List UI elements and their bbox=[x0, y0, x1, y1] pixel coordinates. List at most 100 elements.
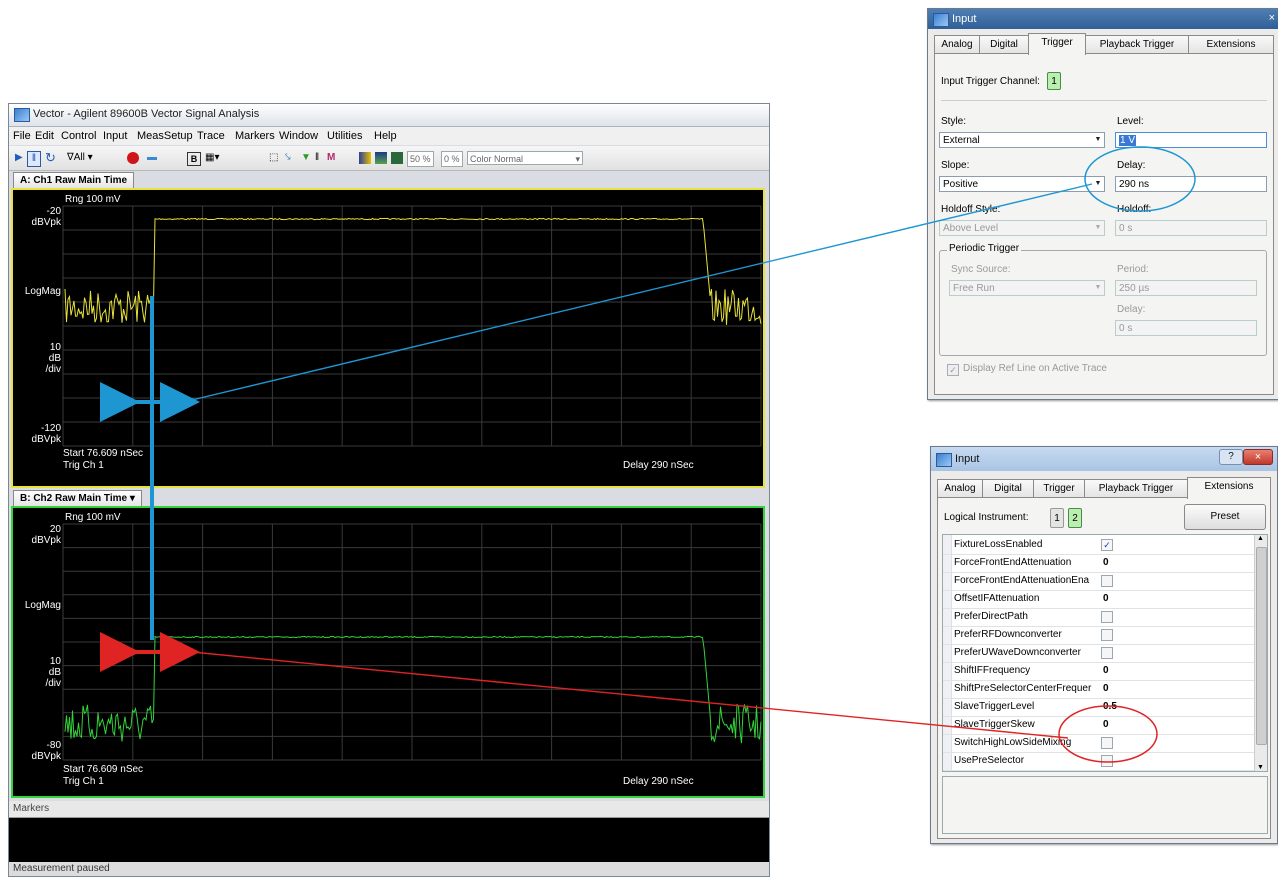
m-icon[interactable]: M bbox=[327, 152, 336, 163]
markers-header[interactable]: Markers bbox=[9, 801, 769, 818]
menu-input[interactable]: Input bbox=[103, 130, 128, 142]
chevron-up-icon[interactable]: ▲ bbox=[1257, 535, 1264, 542]
zoom-box-2[interactable]: 0 % bbox=[441, 151, 463, 167]
menu-control[interactable]: Control bbox=[61, 130, 97, 142]
trace-a[interactable]: Rng 100 mV -20 dBVpk LogMag 10 dB /div -… bbox=[11, 188, 765, 488]
property-row[interactable]: OffsetIFAttenuation 0 bbox=[943, 591, 1255, 609]
slope-value: Positive bbox=[943, 179, 979, 190]
help-icon[interactable]: ? bbox=[1219, 449, 1243, 465]
chevron-down-icon: ▾ bbox=[575, 154, 580, 164]
all-dropdown[interactable]: ∇All ▾ bbox=[67, 152, 93, 163]
sync-source-select[interactable]: Free Run ▼ bbox=[949, 280, 1105, 296]
trace-b-top-value: 20 bbox=[49, 524, 61, 535]
channel-1-button[interactable]: 1 bbox=[1047, 72, 1061, 90]
trace-a-scale-unit: dB bbox=[48, 353, 61, 364]
property-checkbox[interactable] bbox=[1101, 755, 1113, 767]
record-icon[interactable] bbox=[127, 152, 139, 164]
trace-b-grid bbox=[62, 523, 762, 761]
style-select[interactable]: External ▼ bbox=[939, 132, 1105, 148]
menu-window[interactable]: Window bbox=[279, 130, 319, 142]
property-row[interactable]: ShiftIFFrequency 0 bbox=[943, 663, 1255, 681]
tab-trace-a[interactable]: A: Ch1 Raw Main Time bbox=[13, 172, 135, 189]
sync-source-label: Sync Source: bbox=[951, 264, 1011, 275]
property-name: FixtureLossEnabled bbox=[954, 539, 1043, 550]
skew-highlight-ellipse bbox=[1058, 705, 1158, 763]
slope-select[interactable]: Positive ▼ bbox=[939, 176, 1105, 192]
property-value[interactable]: 0 bbox=[1103, 593, 1109, 604]
period-input[interactable]: 250 µs bbox=[1115, 280, 1257, 296]
trace-a-start: Start 76.609 nSec bbox=[63, 448, 144, 459]
property-row[interactable]: FixtureLossEnabled ✓ bbox=[943, 537, 1255, 555]
color-mode-select[interactable]: Color Normal ▾ bbox=[467, 151, 583, 165]
property-row[interactable]: PreferUWaveDownconverter bbox=[943, 645, 1255, 663]
scrollbar-thumb[interactable] bbox=[1256, 547, 1267, 745]
menu-meassetup[interactable]: MeasSetup bbox=[137, 130, 193, 142]
property-value[interactable]: 0 bbox=[1103, 719, 1109, 730]
periodic-delay-input[interactable]: 0 s bbox=[1115, 320, 1257, 336]
holdoff-style-select[interactable]: Above Level ▼ bbox=[939, 220, 1105, 236]
holdoff-input[interactable]: 0 s bbox=[1115, 220, 1267, 236]
tab-extensions[interactable]: Extensions bbox=[1187, 477, 1271, 499]
instrument-2-button[interactable]: 2 bbox=[1068, 508, 1082, 528]
menu-edit[interactable]: Edit bbox=[35, 130, 54, 142]
property-checkbox[interactable]: ✓ bbox=[1101, 539, 1113, 551]
property-checkbox[interactable] bbox=[1101, 575, 1113, 587]
trace-a-bottom-value: -120 bbox=[40, 423, 61, 434]
trace-a-top-unit: dBVpk bbox=[31, 217, 61, 228]
trace-b-start: Start 76.609 nSec bbox=[63, 764, 144, 775]
menu-trace[interactable]: Trace bbox=[197, 130, 225, 142]
menu-utilities[interactable]: Utilities bbox=[327, 130, 363, 142]
zoom-box-1[interactable]: 50 % bbox=[407, 151, 434, 167]
close-icon[interactable]: × bbox=[1268, 12, 1275, 24]
pause-icon[interactable]: ‖ bbox=[27, 151, 41, 167]
display-icon-1[interactable] bbox=[359, 152, 371, 164]
display-icon-3[interactable] bbox=[391, 152, 403, 164]
property-value[interactable]: 0 bbox=[1103, 665, 1109, 676]
scrollbar[interactable]: ▲ ▼ bbox=[1254, 535, 1267, 771]
pause-trace-icon[interactable]: ‖ bbox=[315, 152, 320, 163]
property-checkbox[interactable] bbox=[1101, 629, 1113, 641]
property-row[interactable]: UsePreSelector bbox=[943, 753, 1255, 771]
signal-icon[interactable]: ▬ bbox=[147, 152, 157, 163]
toolbar: ▶ ‖ ↻ ∇All ▾ ▬ B ▦▾ ⬚ ⤥ ▼ ‖ M 50 % 0 % C… bbox=[9, 146, 769, 171]
property-row[interactable]: SwitchHighLowSideMixing bbox=[943, 735, 1255, 753]
menu-markers[interactable]: Markers bbox=[235, 130, 275, 142]
property-value[interactable]: 0 bbox=[1103, 683, 1109, 694]
tab-extensions[interactable]: Extensions bbox=[1188, 35, 1274, 54]
pan-icon[interactable]: ⤥ bbox=[285, 152, 291, 163]
select-icon[interactable]: ⬚ bbox=[269, 152, 279, 163]
marker-icon[interactable]: ▼ bbox=[301, 152, 311, 163]
property-row[interactable]: ForceFrontEndAttenuation 0 bbox=[943, 555, 1255, 573]
property-checkbox[interactable] bbox=[1101, 737, 1113, 749]
periodic-delay-label: Delay: bbox=[1117, 304, 1146, 315]
property-row[interactable]: PreferDirectPath bbox=[943, 609, 1255, 627]
grid-layout-icon[interactable]: ▦▾ bbox=[205, 152, 220, 163]
property-row[interactable]: PreferRFDownconverter bbox=[943, 627, 1255, 645]
display-ref-checkbox[interactable]: ✓ bbox=[947, 364, 959, 376]
property-row[interactable]: SlaveTriggerSkew 0 bbox=[943, 717, 1255, 735]
property-row[interactable]: ShiftPreSelectorCenterFrequer 0 bbox=[943, 681, 1255, 699]
property-value[interactable]: 0 bbox=[1103, 557, 1109, 568]
play-icon[interactable]: ▶ bbox=[15, 152, 23, 163]
instrument-1-button[interactable]: 1 bbox=[1050, 508, 1064, 528]
tab-trace-b[interactable]: B: Ch2 Raw Main Time ▾ bbox=[13, 490, 142, 507]
property-row[interactable]: ForceFrontEndAttenuationEna bbox=[943, 573, 1255, 591]
tab-trigger[interactable]: Trigger bbox=[1028, 33, 1086, 55]
trace-a-grid bbox=[62, 205, 762, 447]
property-grid: FixtureLossEnabled ✓ ForceFrontEndAttenuat… bbox=[942, 534, 1268, 772]
property-name: PreferUWaveDownconverter bbox=[954, 647, 1081, 658]
level-input[interactable]: 1 V bbox=[1115, 132, 1267, 148]
trace-a-scale-div: /div bbox=[45, 364, 61, 375]
preset-button[interactable]: Preset bbox=[1184, 504, 1266, 530]
property-checkbox[interactable] bbox=[1101, 611, 1113, 623]
close-icon[interactable]: × bbox=[1243, 449, 1273, 465]
continuous-icon[interactable]: ↻ bbox=[45, 150, 56, 165]
menu-help[interactable]: Help bbox=[374, 130, 397, 142]
chevron-down-icon[interactable]: ▼ bbox=[1257, 764, 1264, 771]
menu-file[interactable]: File bbox=[13, 130, 31, 142]
display-icon-2[interactable] bbox=[375, 152, 387, 164]
layout-icon[interactable]: B bbox=[187, 152, 201, 166]
property-checkbox[interactable] bbox=[1101, 647, 1113, 659]
trace-b-top-unit: dBVpk bbox=[31, 535, 61, 546]
trace-b-delay: Delay 290 nSec bbox=[623, 776, 694, 787]
